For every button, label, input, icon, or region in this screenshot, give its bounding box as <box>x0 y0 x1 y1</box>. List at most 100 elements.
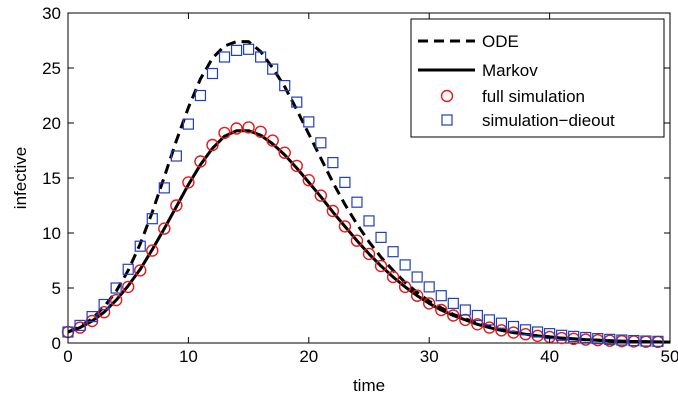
data-point-full-simulation <box>194 155 207 168</box>
data-point-full-simulation <box>410 289 424 302</box>
data-point-full-simulation <box>158 222 171 235</box>
data-point-simulation-dieout <box>568 330 580 342</box>
data-point-full-simulation <box>495 324 508 337</box>
legend-markov-label: Markov <box>482 61 538 80</box>
data-point-simulation-dieout <box>267 63 279 75</box>
x-tick-label: 20 <box>299 347 318 366</box>
data-point-simulation-dieout <box>616 334 628 346</box>
x-tick-label: 0 <box>63 347 72 366</box>
data-point-simulation-dieout <box>483 314 495 326</box>
data-point-simulation-dieout <box>255 51 267 63</box>
data-point-full-simulation <box>97 306 111 319</box>
data-point-simulation-dieout <box>471 309 483 322</box>
y-axis-label: infective <box>11 147 30 209</box>
data-point-full-simulation <box>338 220 352 233</box>
legend-full-simulation-label: full simulation <box>482 87 585 106</box>
data-point-simulation-dieout <box>315 137 327 149</box>
data-point-simulation-dieout <box>519 324 532 336</box>
data-point-simulation-dieout <box>628 334 640 347</box>
data-point-full-simulation <box>134 264 147 277</box>
data-point-full-simulation <box>459 313 472 327</box>
legend-simulation-dieout-marker <box>441 114 453 126</box>
data-point-simulation-dieout <box>98 298 110 311</box>
data-point-simulation-dieout <box>86 311 98 323</box>
data-point-simulation-dieout <box>531 326 544 338</box>
data-point-full-simulation <box>435 303 448 317</box>
data-point-full-simulation <box>182 176 195 189</box>
data-point-simulation-dieout <box>327 157 339 169</box>
x-tick-label: 30 <box>420 347 439 366</box>
data-point-full-simulation <box>218 126 231 140</box>
data-point-simulation-dieout <box>206 67 219 80</box>
data-point-simulation-dieout <box>652 335 664 347</box>
data-point-full-simulation <box>314 189 328 202</box>
x-tick-label: 50 <box>661 347 678 366</box>
data-point-full-simulation <box>302 173 315 187</box>
data-point-simulation-dieout <box>218 51 231 63</box>
data-point-simulation-dieout <box>640 335 652 347</box>
legend-simulation-dieout-label: simulation−dieout <box>482 111 615 130</box>
data-point-full-simulation <box>423 297 436 310</box>
data-point-simulation-dieout <box>387 246 399 258</box>
legend-full-simulation-marker <box>440 89 454 103</box>
data-point-simulation-dieout <box>279 79 291 92</box>
data-point-simulation-dieout <box>580 331 592 344</box>
data-point-simulation-dieout <box>146 213 158 225</box>
data-point-simulation-dieout <box>604 333 616 345</box>
data-point-simulation-dieout <box>158 182 170 194</box>
data-point-simulation-dieout <box>230 44 243 57</box>
data-point-simulation-dieout <box>556 329 568 341</box>
legend-ode-label: ODE <box>482 32 519 51</box>
data-point-simulation-dieout <box>122 263 134 275</box>
data-point-full-simulation <box>350 234 364 247</box>
data-point-simulation-dieout <box>182 118 194 130</box>
y-tick-label: 25 <box>42 59 61 78</box>
data-point-full-simulation <box>483 321 496 334</box>
y-tick-label: 20 <box>42 114 61 133</box>
data-point-full-simulation <box>170 199 183 212</box>
y-tick-label: 15 <box>42 169 61 188</box>
y-tick-label: 30 <box>42 4 61 23</box>
data-point-full-simulation <box>230 122 243 135</box>
data-point-simulation-dieout <box>399 259 411 271</box>
data-point-simulation-dieout <box>363 215 375 227</box>
x-tick-label: 10 <box>179 347 198 366</box>
data-point-simulation-dieout <box>110 282 122 294</box>
data-point-simulation-dieout <box>170 150 182 162</box>
data-point-full-simulation <box>121 280 135 294</box>
data-point-simulation-dieout <box>592 333 604 345</box>
data-point-simulation-dieout <box>447 297 459 309</box>
data-point-simulation-dieout <box>459 304 471 316</box>
data-point-simulation-dieout <box>351 196 363 208</box>
y-tick-label: 10 <box>42 224 61 243</box>
data-point-full-simulation <box>206 138 219 152</box>
data-point-simulation-dieout <box>423 281 435 293</box>
data-point-full-simulation <box>278 146 291 159</box>
y-tick-label: 0 <box>52 334 61 353</box>
legend-box <box>410 18 665 138</box>
x-tick-label: 40 <box>540 347 559 366</box>
data-point-simulation-dieout <box>339 176 351 188</box>
data-point-simulation-dieout <box>134 240 146 252</box>
legend: ODE Markov full simulation simulation−di… <box>410 18 665 138</box>
data-point-full-simulation <box>362 247 376 261</box>
data-point-full-simulation <box>109 293 123 307</box>
data-point-simulation-dieout <box>507 320 520 333</box>
data-point-simulation-dieout <box>74 319 86 331</box>
data-point-full-simulation <box>507 326 520 339</box>
data-point-full-simulation <box>386 270 400 284</box>
series-line-markov <box>67 129 671 344</box>
data-point-simulation-dieout <box>243 43 255 55</box>
data-point-full-simulation <box>471 318 484 331</box>
data-point-simulation-dieout <box>435 290 447 302</box>
data-point-simulation-dieout <box>291 96 303 108</box>
data-point-simulation-dieout <box>411 271 423 283</box>
data-point-full-simulation <box>254 125 267 139</box>
data-point-full-simulation <box>290 159 303 173</box>
data-point-simulation-dieout <box>303 116 315 128</box>
data-point-full-simulation <box>326 204 340 218</box>
data-point-full-simulation <box>242 121 255 134</box>
data-point-full-simulation <box>447 309 460 322</box>
data-point-simulation-dieout <box>194 89 207 102</box>
